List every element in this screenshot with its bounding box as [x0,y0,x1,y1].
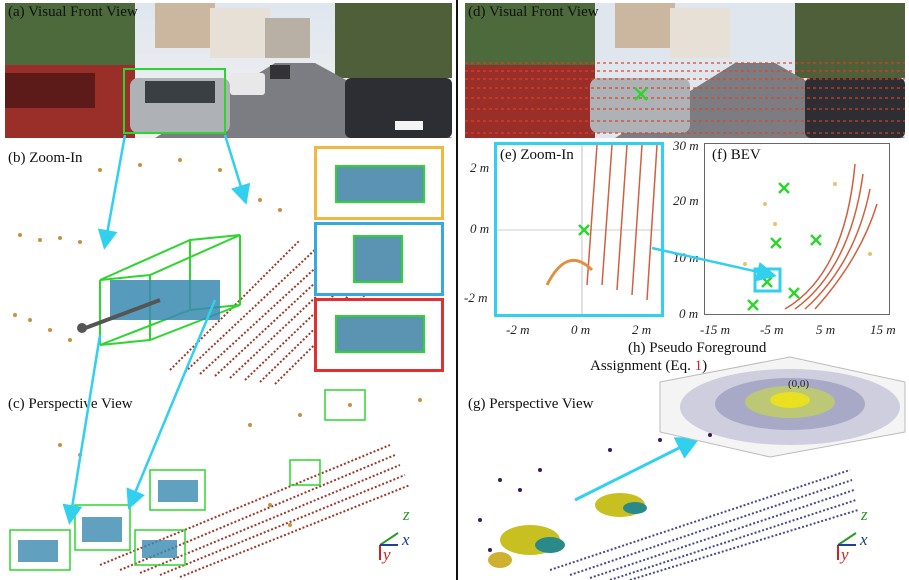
cyan-arrows-left [62,134,251,525]
zoom-tick-x-right: 2 m [632,322,652,337]
axis-z-left: z [403,505,410,524]
zoom-label-left: (b) Zoom-In [8,150,83,166]
zoom-panel-right [494,142,664,317]
inset-top-view [314,146,444,220]
zoom-tick-y-mid: 0 m [470,221,490,236]
bev-tick-x-15: 15 m [870,322,896,337]
bev-pointcloud [743,163,878,311]
inset-rear-view [314,222,444,296]
pseudo-label-line1: (h) Pseudo Foreground [628,340,767,356]
bev-label: (f) BEV [712,147,761,163]
bev-tick-x-5neg: -5 m [760,322,784,337]
left-figure: (a) Visual Front View (b) Zoom-In [5,3,452,578]
front-view-label-left: (a) Visual Front View [8,4,138,20]
bev-tick-y-20: 20 m [673,193,699,208]
street-scene-lidar-image [465,3,905,138]
front-view-label-right: (d) Visual Front View [468,4,599,20]
bev-panel [704,143,890,315]
zoom-tick-y-top: 2 m [470,160,490,175]
zoom-tick-y-bot: -2 m [464,290,488,305]
zoom-pointcloud-right [497,144,661,314]
bev-tick-y-30: 30 m [673,138,699,153]
perspective-label-left: (c) Perspective View [8,396,133,412]
center-divider [456,0,458,580]
selected-car-box [123,68,226,134]
axis-x-right: x [860,530,868,549]
inset-side-view [314,298,444,372]
zoom-tick-x-left: -2 m [506,322,530,337]
axis-y-left: y [383,545,391,564]
perspective-pointcloud-right [478,433,859,580]
front-view-photo-left [5,3,452,138]
cyan-arrow-zoom-to-bev [574,246,777,502]
bev-tick-x-5: 5 m [816,322,836,337]
street-scene-image [5,3,452,138]
right-figure: (d) Visual Front View (e) Zoom-In 2 m 0 … [460,0,909,580]
pseudo-foreground-plot [659,356,906,458]
front-view-photo-right [465,3,905,138]
pseudo-label-line2: Assignment (Eq. 1) [590,358,708,374]
axis-z-right: z [861,505,868,524]
perspective-pointcloud-left [9,389,422,578]
bev-tick-x-15neg: -15 m [700,322,730,337]
axis-triad-left [379,532,399,560]
axis-x-left: x [402,530,410,549]
zoom-tick-x-mid: 0 m [571,322,591,337]
axis-y-right: y [841,545,849,564]
zoom-label-right: (e) Zoom-In [500,147,574,163]
origin-label: (0,0) [788,378,810,390]
axis-triad-right [837,532,857,560]
perspective-label-right: (g) Perspective View [468,396,594,412]
bev-tick-y-0: 0 m [679,306,699,321]
